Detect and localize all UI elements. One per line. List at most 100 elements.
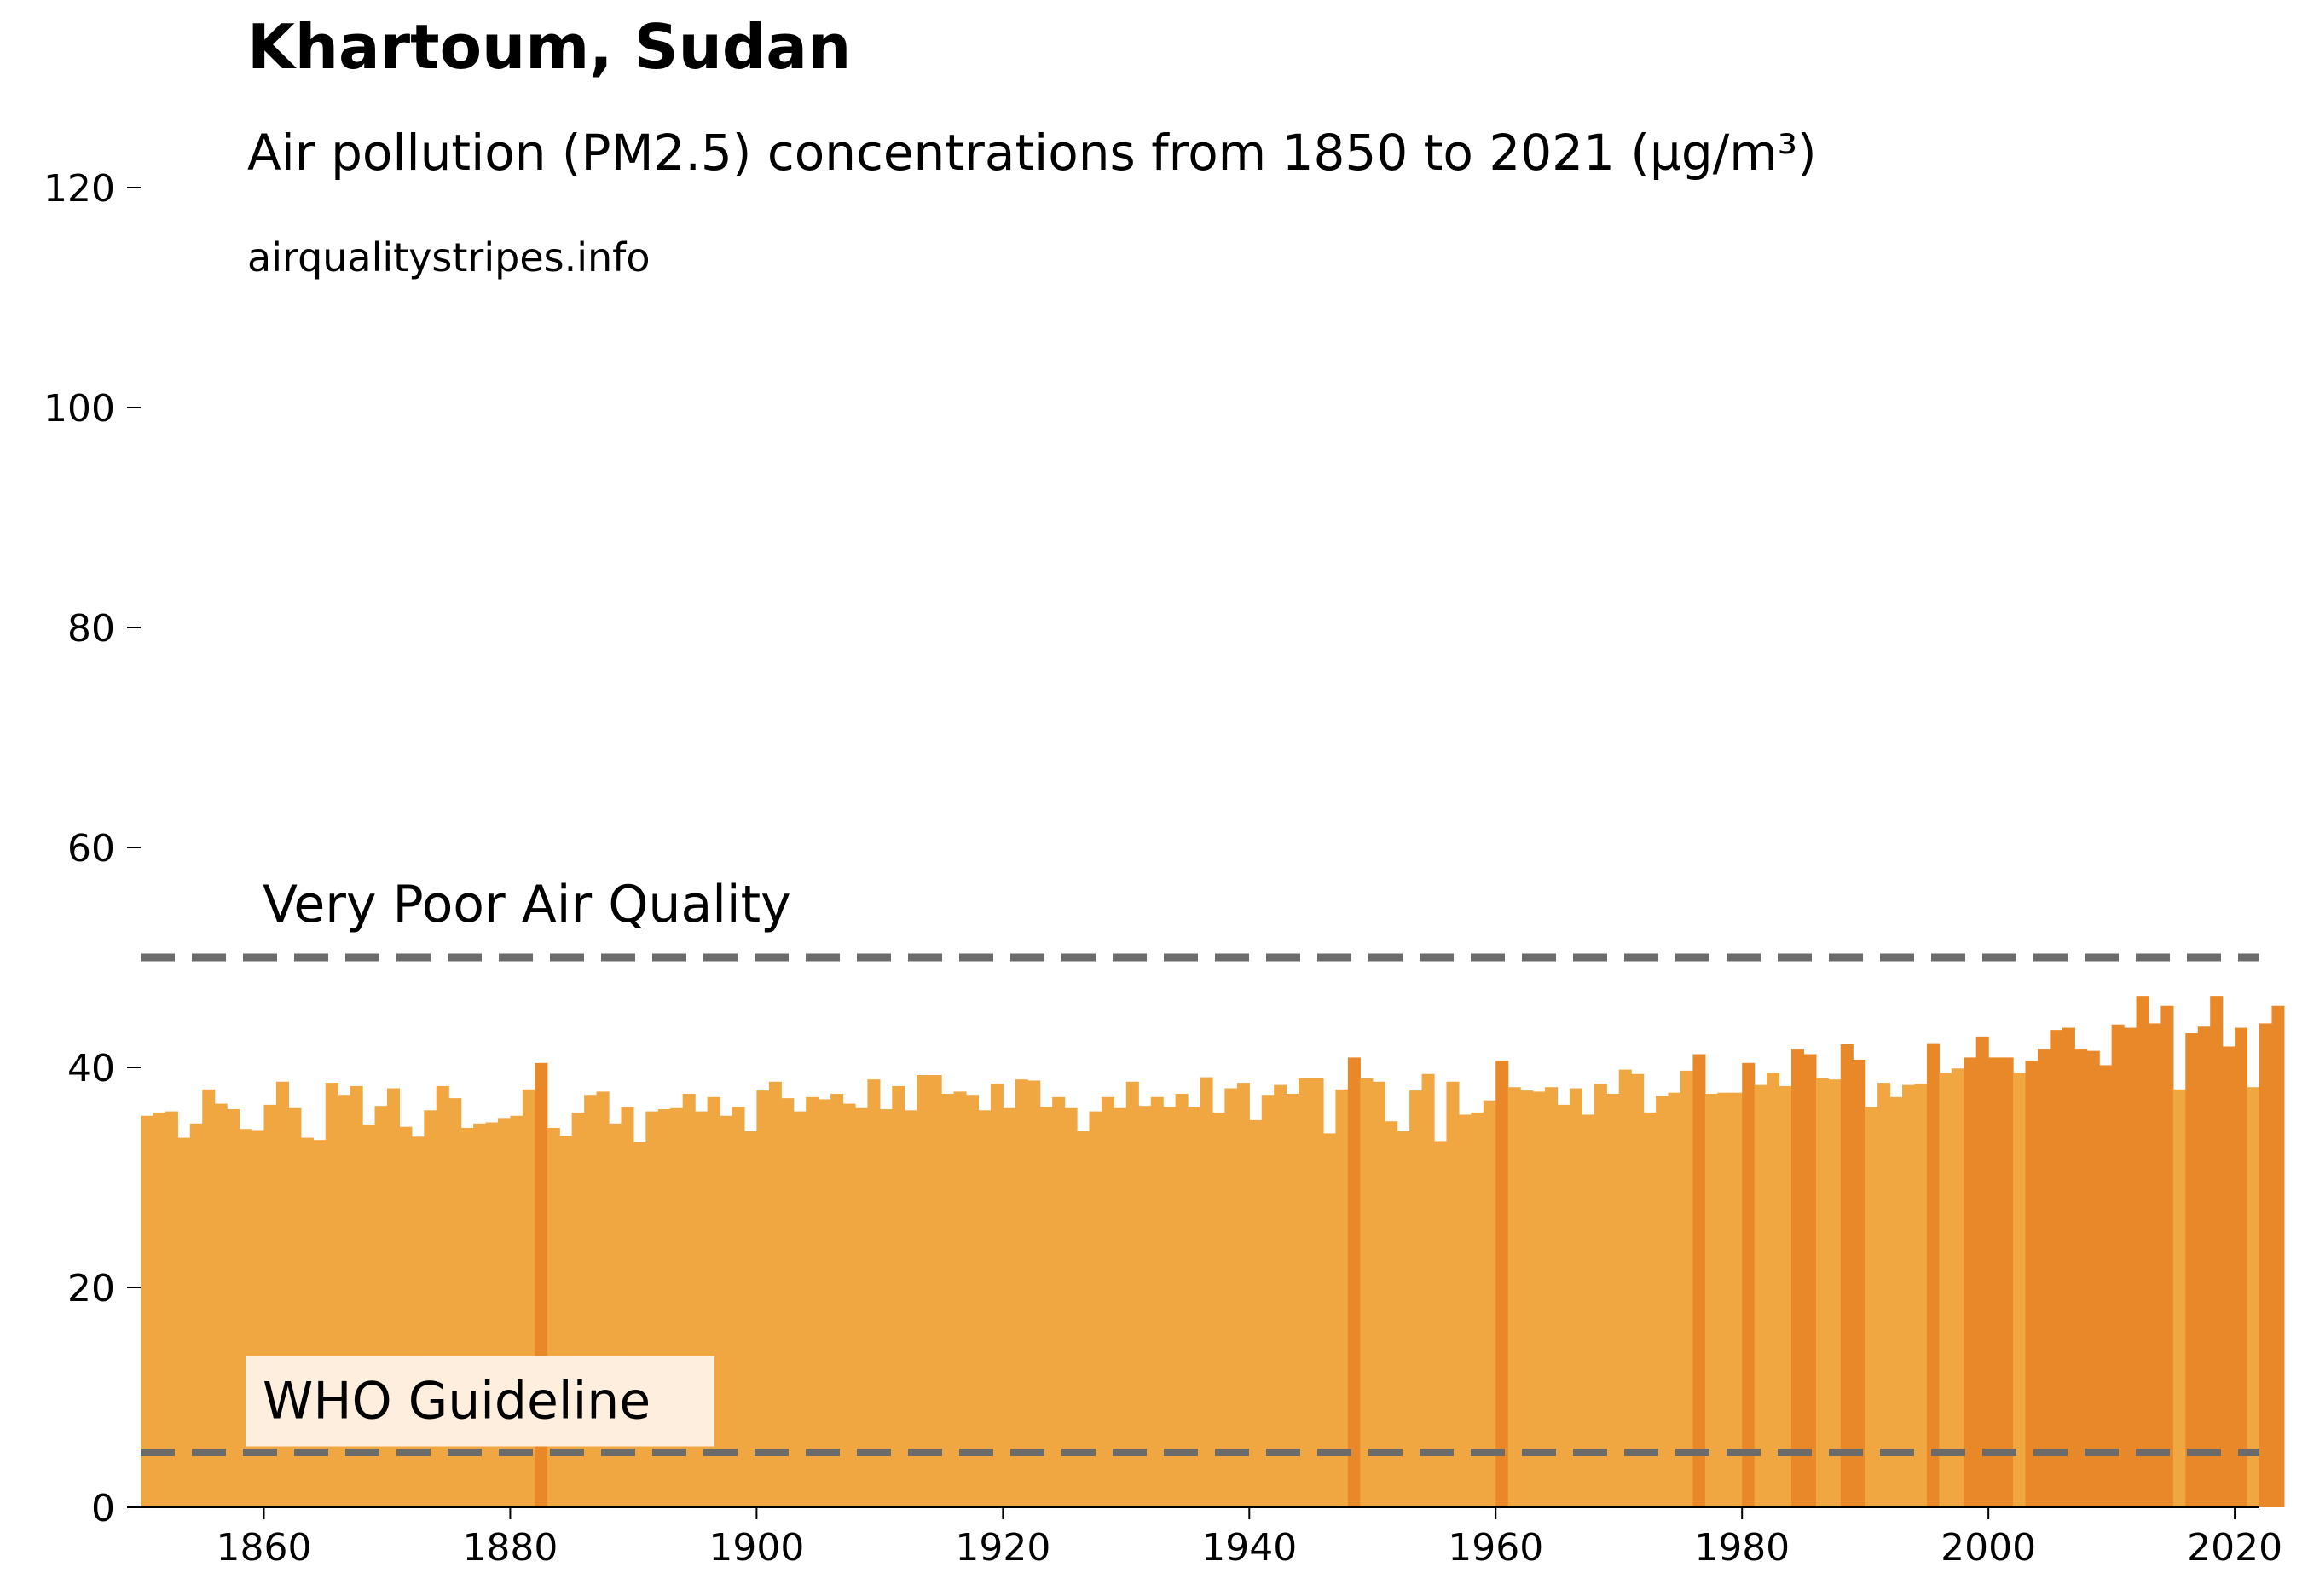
bar-1855 [202, 1089, 216, 1507]
chart-subtitle: Air pollution (PM2.5) concentrations fro… [247, 124, 1817, 182]
bar-2018 [2210, 996, 2224, 1507]
bar-1965 [1557, 1104, 1570, 1507]
bar-1934 [1175, 1093, 1189, 1507]
bar-1850 [141, 1115, 154, 1507]
bar-1854 [189, 1123, 203, 1507]
bar-1900 [756, 1090, 770, 1507]
bar-1938 [1224, 1088, 1238, 1507]
bar-1911 [892, 1085, 905, 1507]
bar-1981 [1754, 1084, 1767, 1507]
bar-2000 [1988, 1057, 2002, 1507]
bar-1942 [1274, 1084, 1287, 1507]
bar-1946 [1322, 1133, 1337, 1507]
bar-1928 [1101, 1096, 1114, 1507]
bar-2014 [2160, 1005, 2174, 1507]
bar-1984 [1790, 1049, 1805, 1507]
bar-1919 [990, 1084, 1004, 1507]
reference-lines: Very Poor Air Quality WHO Guideline [141, 875, 2259, 1456]
bar-1932 [1150, 1096, 1164, 1507]
bar-2019 [2222, 1046, 2236, 1507]
bar-1914 [928, 1075, 942, 1507]
x-tick-label: 1860 [216, 1526, 311, 1570]
bar-1895 [695, 1111, 709, 1507]
bar-1918 [978, 1110, 992, 1507]
y-tick-label: 100 [43, 387, 115, 431]
bar-2007 [2074, 1049, 2088, 1507]
bar-2011 [2124, 1027, 2137, 1507]
x-tick-label: 2000 [1941, 1526, 2036, 1570]
bar-2016 [2185, 1033, 2199, 1507]
bar-1930 [1125, 1081, 1139, 1507]
x-tick-label: 1920 [955, 1526, 1050, 1570]
bar-1994 [1914, 1084, 1928, 1507]
bar-1899 [743, 1130, 757, 1507]
y-tick-label: 80 [67, 607, 115, 651]
bar-1891 [645, 1111, 659, 1507]
bar-1892 [657, 1109, 671, 1507]
bar-1990 [1865, 1107, 1878, 1507]
bar-1955 [1434, 1141, 1448, 1507]
bar-2008 [2086, 1050, 2100, 1507]
bar-1890 [633, 1142, 646, 1507]
bar-1898 [732, 1107, 745, 1507]
bar-1998 [1964, 1057, 1977, 1507]
bar-1991 [1877, 1083, 1891, 1507]
bar-1941 [1261, 1095, 1275, 1507]
bar-1999 [1975, 1036, 1989, 1507]
bar-1969 [1606, 1093, 1620, 1507]
bar-1952 [1397, 1130, 1410, 1507]
bar-1995 [1926, 1043, 1940, 1507]
bar-1963 [1532, 1091, 1546, 1507]
bar-1982 [1767, 1073, 1780, 1507]
bar-1869 [374, 1106, 388, 1507]
bar-2023 [2271, 1005, 2285, 1507]
bar-1974 [1668, 1092, 1681, 1507]
bar-2001 [2000, 1057, 2014, 1507]
bar-1897 [720, 1115, 733, 1507]
bar-2004 [2037, 1049, 2051, 1507]
bar-2003 [2025, 1061, 2039, 1507]
bar-2009 [2099, 1065, 2113, 1507]
bar-1935 [1188, 1107, 1201, 1507]
bar-2005 [2050, 1030, 2063, 1507]
bar-1962 [1520, 1090, 1534, 1507]
bar-1958 [1471, 1112, 1484, 1507]
bar-1947 [1335, 1089, 1349, 1507]
bar-2022 [2259, 1023, 2273, 1507]
bar-1873 [424, 1110, 437, 1507]
bar-1907 [842, 1103, 856, 1507]
x-axis: 1860 1880 1900 1920 1940 1960 1980 2000 2020 [141, 1506, 2282, 1570]
x-tick-label: 1940 [1201, 1526, 1297, 1570]
bar-1937 [1212, 1112, 1225, 1507]
x-tick-label: 2020 [2187, 1526, 2282, 1570]
bar-2012 [2136, 996, 2149, 1507]
bar-2017 [2197, 1026, 2211, 1507]
bar-1924 [1052, 1096, 1066, 1507]
bar-1936 [1200, 1077, 1213, 1507]
bar-1956 [1446, 1081, 1460, 1507]
bar-1925 [1064, 1107, 1078, 1507]
bar-1909 [867, 1079, 881, 1507]
bar-2015 [2172, 1089, 2186, 1507]
bar-1927 [1089, 1111, 1102, 1507]
bar-1856 [214, 1103, 228, 1507]
bar-1852 [165, 1111, 178, 1507]
bar-1986 [1815, 1078, 1829, 1507]
y-tick-label: 0 [91, 1487, 115, 1530]
bar-1906 [830, 1093, 844, 1507]
bar-1964 [1545, 1087, 1559, 1507]
bar-1951 [1385, 1121, 1398, 1507]
bar-1862 [288, 1107, 302, 1507]
bar-1993 [1902, 1084, 1916, 1507]
bar-2021 [2247, 1087, 2260, 1507]
bar-1976 [1692, 1054, 1706, 1507]
bar-1889 [621, 1107, 634, 1507]
bar-1929 [1114, 1107, 1127, 1507]
x-tick-label: 1900 [709, 1526, 804, 1570]
bar-1971 [1631, 1073, 1645, 1507]
bar-1916 [953, 1091, 967, 1507]
bar-1905 [818, 1099, 831, 1507]
bar-1885 [571, 1112, 585, 1507]
y-tick-label: 120 [43, 167, 115, 211]
bar-2020 [2235, 1027, 2248, 1507]
